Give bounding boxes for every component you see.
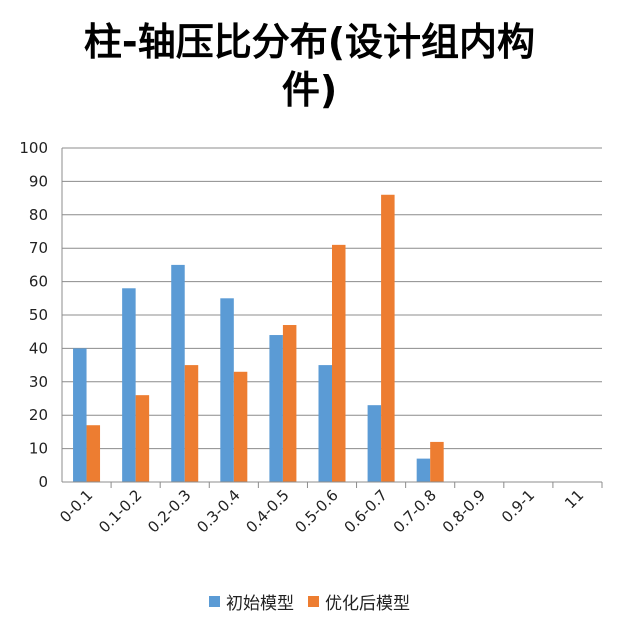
chart-title: 柱-轴压比分布(设计组内构件) [83, 20, 536, 112]
legend-label-series-1: 初始模型 [226, 594, 294, 614]
bar-series-2-0-0.1 [86, 425, 101, 482]
legend: 初始模型 优化后模型 [0, 589, 619, 614]
y-tick-label: 80 [29, 206, 48, 224]
x-tick-label: 0.2-0.3 [144, 486, 194, 536]
x-tick-label: 0.9-1 [498, 486, 538, 526]
legend-swatch-series-2 [308, 596, 319, 607]
legend-item-series-1: 初始模型 [209, 589, 294, 614]
bar-series-1-0.3-0.4 [220, 298, 234, 482]
y-tick-label: 20 [29, 406, 48, 424]
bar-series-2-0.3-0.4 [233, 371, 248, 482]
x-tick-label: 0.8-0.9 [439, 486, 489, 536]
y-tick-label: 10 [29, 440, 48, 458]
bar-series-2-0.5-0.6 [332, 244, 346, 482]
axes: 0 10 20 30 40 50 60 70 80 90 100 0-0.10.1-0.20.2-0.… [19, 139, 603, 536]
bar-series-1-0.2-0.3 [171, 264, 185, 482]
y-tick-label: 70 [29, 239, 48, 257]
x-tick-label: 0.3-0.4 [193, 486, 243, 536]
bar-series-2-0.1-0.2 [135, 395, 150, 482]
y-tick-label: 90 [29, 172, 48, 190]
x-tick-label: 0.1-0.2 [95, 486, 145, 536]
x-tick-label: 0.4-0.5 [242, 486, 292, 536]
x-tick-label: 0.6-0.7 [341, 486, 391, 536]
bar-series-2-0.4-0.5 [282, 325, 297, 482]
bar-series-1-0-0.1 [73, 348, 87, 482]
y-tick-label: 0 [38, 473, 48, 491]
legend-label-series-2: 优化后模型 [325, 594, 410, 614]
bars [73, 194, 444, 482]
bar-series-2-0.2-0.3 [184, 365, 199, 482]
bar-series-1-0.1-0.2 [122, 288, 136, 482]
x-tick-label: 0.5-0.6 [292, 486, 342, 536]
bar-series-1-0.4-0.5 [269, 335, 283, 482]
legend-swatch-series-1 [209, 596, 220, 607]
x-tick-label: 11 [561, 486, 587, 512]
legend-item-series-2: 优化后模型 [308, 589, 410, 614]
x-tick-label: 0-0.1 [56, 486, 96, 526]
x-tick-label: 0.7-0.8 [390, 486, 440, 536]
bar-series-2-0.7-0.8 [430, 441, 444, 482]
y-tick-label: 50 [29, 306, 48, 324]
y-tick-label: 100 [19, 139, 48, 157]
bar-series-1-0.6-0.7 [367, 405, 382, 482]
y-tick-label: 40 [29, 339, 48, 357]
bar-series-2-0.6-0.7 [381, 194, 395, 482]
y-tick-label: 60 [29, 273, 48, 291]
bar-series-1-0.5-0.6 [318, 365, 332, 482]
bar-series-1-0.7-0.8 [416, 458, 431, 482]
y-tick-label: 30 [29, 373, 48, 391]
